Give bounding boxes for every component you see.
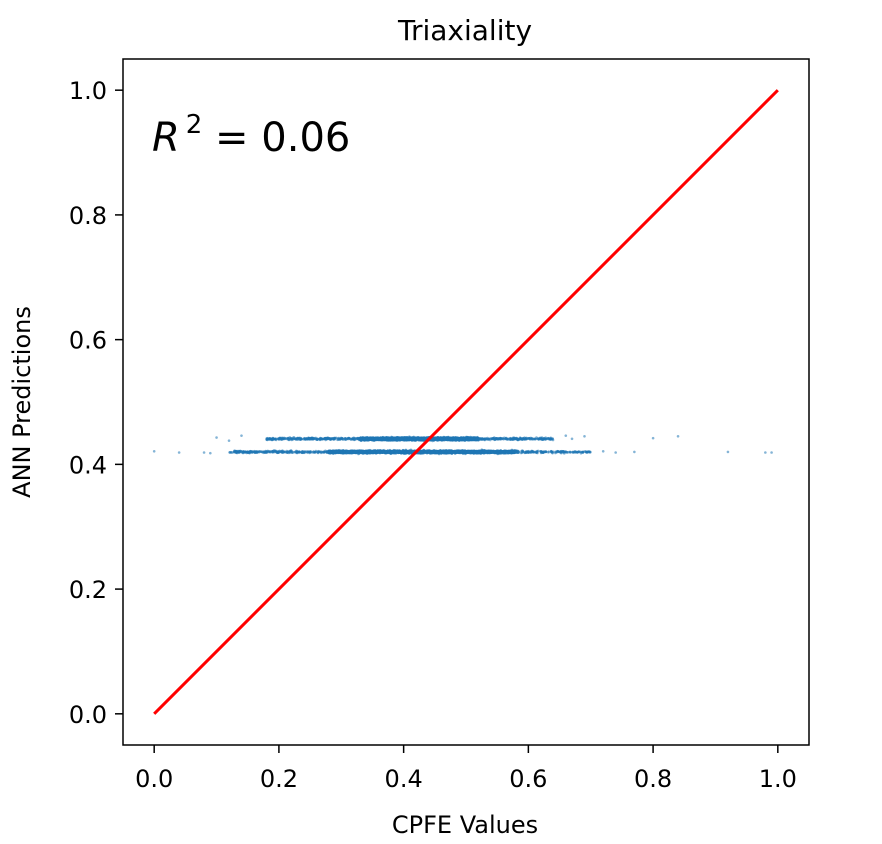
scatter-point [272,437,276,441]
scatter-point [537,437,541,441]
scatter-point [519,437,522,441]
scatter-point [544,436,547,440]
scatter-point [346,437,349,440]
scatter-point [318,437,322,441]
scatter-point [452,437,456,441]
scatter-point [474,438,477,442]
scatter-point [355,436,359,440]
scatter-point [362,437,366,441]
scatter-point [378,436,382,440]
scatter-point [516,438,520,442]
scatter-point [432,438,435,441]
scatter-point [352,437,356,441]
scatter-point [298,436,302,440]
scatter-point [459,438,463,441]
scatter-point [310,437,314,441]
scatter-point [495,437,498,440]
scatter-point [324,436,328,440]
scatter-point [284,437,288,441]
scatter-point [287,436,290,440]
scatter-point [279,436,283,440]
scatter-point [483,437,486,441]
scatter-points [152,434,773,456]
scatter-point [405,438,408,442]
scatter-point [525,436,528,440]
scatter-point [266,436,270,440]
scatter-point [296,437,299,440]
scatter-point [276,437,280,441]
scatter-point [468,437,472,441]
scatter-point [449,437,452,441]
scatter-point [315,438,319,441]
scatter-point [291,437,295,441]
scatter-point [389,438,392,441]
scatter-point [498,437,502,441]
scatter-point [437,437,440,441]
scatter-point [411,438,415,442]
scatter-point [374,436,378,440]
scatter-point [335,436,338,440]
scatter-point [302,437,305,441]
scatter-point [502,436,506,440]
scatter-point [367,438,371,442]
scatter-point [509,437,513,441]
scatter-point [487,438,490,441]
scatter-point [415,436,419,440]
scatter-point [477,438,480,442]
scatter-point [424,436,428,440]
scatter-point [528,438,532,441]
scatter-point [466,438,470,442]
scatter-point [535,436,538,439]
scatter-point [442,438,446,441]
scatter-point [480,437,483,441]
scatter-point [547,437,550,440]
scatter-point [371,438,375,441]
scatter-point [396,437,400,441]
scatter-point [337,438,340,441]
scatter-point [340,437,344,440]
scatter-point [511,436,515,440]
scatter-point [365,436,369,440]
scatter-point [332,437,336,441]
scatter-point [307,437,311,441]
scatter-point [349,437,352,441]
chart-title: Triaxiality [397,14,532,47]
scatter-point [399,437,403,441]
scatter-point [418,437,421,441]
scatter-point [442,435,446,439]
scatter-point [549,437,553,441]
scatter-point [407,436,411,440]
scatter-point [393,437,397,441]
